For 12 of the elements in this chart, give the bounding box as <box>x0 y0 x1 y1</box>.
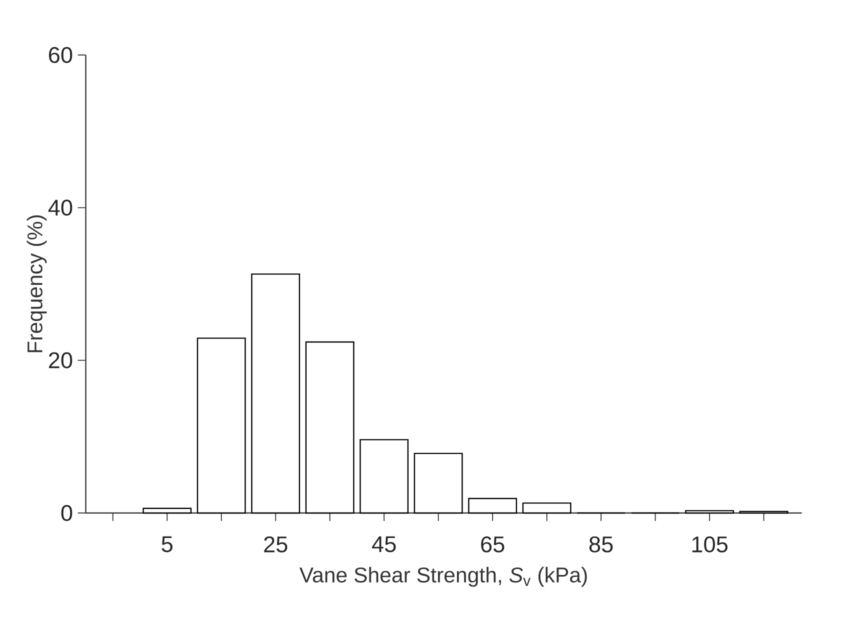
x-tick-label: 5 <box>162 536 172 552</box>
x-tick-label: 105 <box>692 536 728 552</box>
x-tick-label: 65 <box>481 536 504 552</box>
y-tick-label: 0 <box>61 504 72 522</box>
x-tick-label: 25 <box>264 536 288 552</box>
y-tick-label: 20 <box>48 352 72 368</box>
x-tick-label: 85 <box>589 536 613 552</box>
y-tick-label: 60 <box>48 46 72 64</box>
x-tick-label: 45 <box>372 536 396 552</box>
x-axis-title: Vane Shear Strength, S$_{v}$ (kPa) <box>299 566 587 587</box>
y-tick-label: 40 <box>48 200 72 216</box>
y-axis-title: Frequency (%) <box>26 215 47 352</box>
